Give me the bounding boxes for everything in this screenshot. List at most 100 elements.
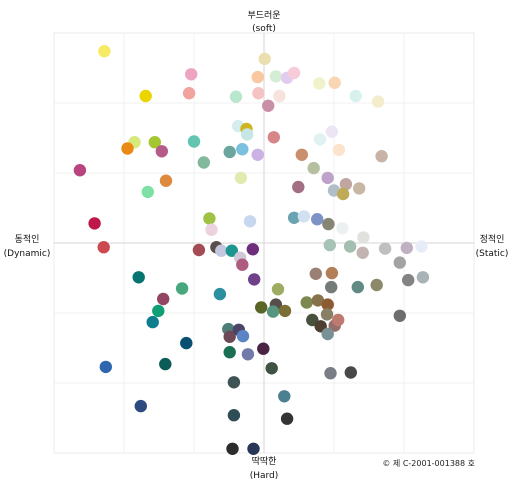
data-point (236, 143, 249, 156)
data-point (375, 150, 388, 163)
data-point (236, 329, 250, 343)
data-point (320, 308, 334, 321)
data-point (97, 241, 110, 254)
data-point (247, 442, 260, 455)
data-point (287, 66, 301, 80)
data-point (321, 327, 334, 341)
data-point (157, 292, 170, 306)
data-point (203, 212, 216, 225)
data-point (321, 171, 334, 185)
data-point (192, 243, 206, 257)
data-point (325, 266, 339, 280)
points-layer (73, 45, 430, 455)
data-point (378, 242, 392, 255)
right-label-line2: (Static) (476, 249, 509, 259)
data-point (205, 223, 218, 236)
data-point (99, 360, 113, 374)
data-point (252, 87, 265, 100)
data-point (182, 87, 196, 100)
data-point (246, 243, 259, 256)
data-point (227, 409, 241, 422)
data-point (393, 309, 406, 322)
data-point (241, 348, 255, 361)
copyright-text: © 제 C-2001-001388 호 (382, 459, 475, 468)
data-point (236, 258, 249, 271)
data-point (223, 145, 236, 159)
data-point (297, 210, 311, 223)
left-label-line2: (Dynamic) (4, 249, 51, 259)
data-point (148, 136, 161, 149)
left-label-line1: 동적인 (15, 233, 40, 245)
data-point (393, 256, 406, 269)
bottom-label-line1: 딱딱한 (252, 456, 277, 467)
data-point (307, 161, 320, 175)
data-point (251, 148, 264, 161)
data-point (197, 156, 210, 169)
data-point (336, 222, 349, 235)
data-point (325, 125, 339, 138)
data-point (324, 367, 337, 380)
right-label-line1: 정적인 (480, 233, 505, 245)
data-point (295, 148, 308, 161)
data-point (280, 412, 294, 425)
data-point (336, 187, 350, 201)
data-point (225, 244, 238, 257)
data-point (356, 246, 369, 259)
data-point (187, 135, 201, 148)
data-point (344, 366, 357, 379)
data-point (258, 52, 271, 66)
data-point (139, 89, 152, 103)
data-point (155, 145, 168, 158)
data-point (266, 305, 280, 318)
data-point (159, 357, 172, 371)
data-point (332, 313, 345, 327)
data-point (88, 217, 101, 230)
data-point (357, 231, 370, 244)
data-point (328, 76, 341, 89)
data-point (415, 240, 428, 253)
data-point (416, 271, 430, 284)
data-point (185, 68, 198, 81)
data-point (226, 442, 239, 455)
data-point (227, 376, 241, 389)
data-point (223, 330, 236, 343)
data-point (257, 342, 270, 355)
data-point (269, 70, 283, 83)
data-point (271, 283, 285, 296)
data-point (223, 346, 236, 359)
data-point (311, 213, 324, 226)
data-point (311, 294, 325, 307)
data-point (73, 164, 87, 177)
axis-layer (54, 33, 474, 453)
data-point (321, 298, 334, 311)
data-point (121, 142, 134, 155)
data-point (248, 273, 261, 286)
data-point (243, 215, 257, 228)
data-point (241, 128, 254, 141)
data-point (323, 238, 336, 252)
data-point (141, 185, 154, 199)
data-point (267, 131, 280, 144)
data-point (313, 133, 327, 146)
data-point (215, 244, 228, 257)
top-label-line1: 부드러운 (247, 10, 280, 21)
data-point (175, 282, 189, 295)
data-point (313, 77, 326, 90)
data-point (234, 171, 248, 185)
data-point (180, 336, 193, 350)
data-point (159, 174, 173, 187)
data-point (400, 241, 413, 255)
data-point (371, 95, 385, 108)
data-point (343, 240, 357, 253)
data-point (251, 70, 264, 84)
data-point (402, 273, 415, 287)
data-point (132, 271, 145, 284)
bottom-label-line2: (Hard) (250, 471, 279, 481)
data-point (278, 390, 291, 403)
data-point (370, 278, 383, 292)
data-point (309, 267, 322, 280)
data-point (134, 399, 147, 413)
data-point (292, 180, 305, 194)
